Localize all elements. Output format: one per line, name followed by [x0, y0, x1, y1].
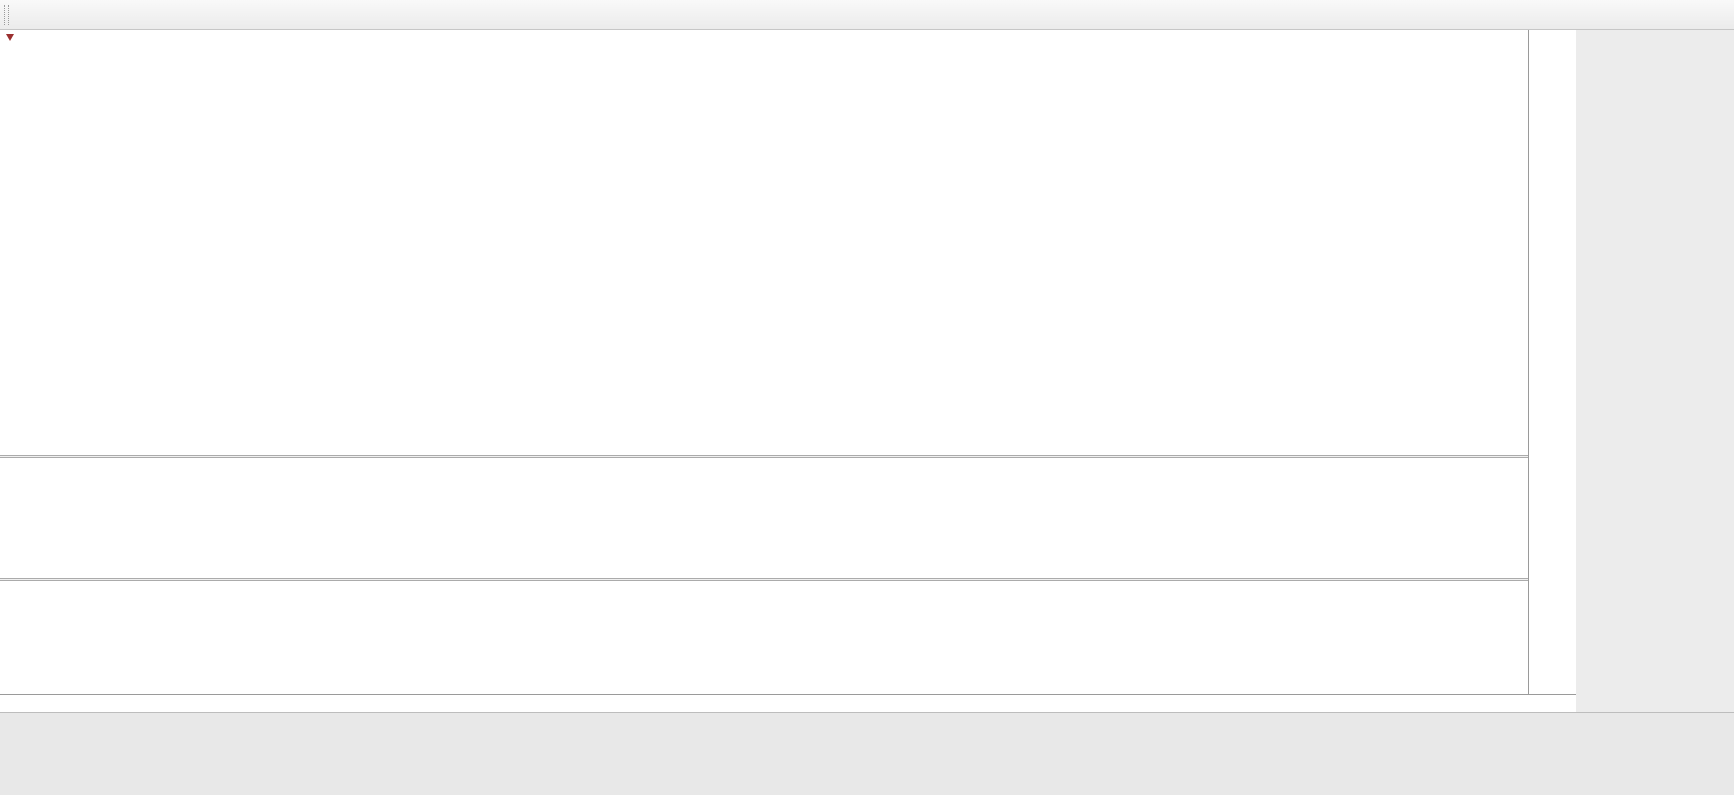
rsi-label: [6, 584, 12, 596]
panel-divider[interactable]: [0, 455, 1576, 458]
panel-divider[interactable]: [0, 578, 1576, 581]
macd-indicator-chart[interactable]: [0, 458, 1528, 578]
bottom-area: [0, 712, 1734, 795]
macd-label: [6, 461, 18, 473]
toolbar: [0, 0, 1734, 30]
time-axis[interactable]: [0, 694, 1576, 712]
rsi-indicator-chart[interactable]: [0, 581, 1528, 694]
toolbar-grip[interactable]: [4, 4, 9, 25]
symbol-marker-icon: [6, 34, 14, 41]
price-axis[interactable]: [1528, 30, 1576, 694]
chart-window: [0, 30, 1576, 694]
main-price-chart[interactable]: [0, 30, 1528, 455]
chart-title: [6, 34, 20, 41]
